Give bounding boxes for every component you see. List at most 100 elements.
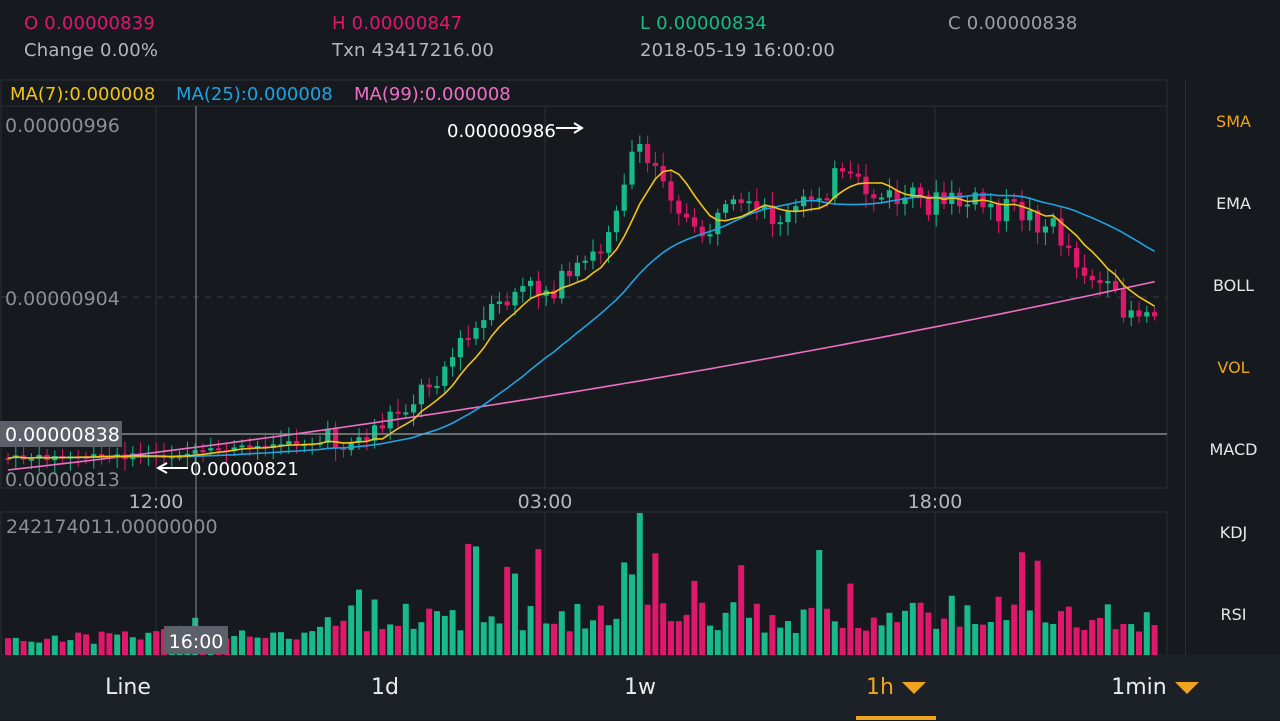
- volume-bar: [363, 631, 370, 655]
- candle-body: [1035, 210, 1041, 233]
- candle-body: [1003, 198, 1009, 222]
- volume-bar: [1081, 629, 1088, 655]
- volume-bar: [792, 632, 799, 655]
- candle-body: [325, 428, 331, 443]
- time-label-1200: 12:00: [129, 491, 184, 513]
- volume-bar: [473, 546, 479, 655]
- indicator-boll[interactable]: BOLL: [1212, 276, 1255, 295]
- volume-bar: [1112, 629, 1119, 655]
- volume-bar: [1003, 620, 1010, 655]
- volume-bar: [488, 616, 495, 655]
- candle-body: [707, 234, 713, 237]
- volume-bar: [480, 622, 487, 655]
- crosshair-time-tag: [164, 626, 228, 654]
- volume-bar: [410, 628, 417, 655]
- candle-body: [551, 290, 557, 299]
- indicator-ema[interactable]: EMA: [1216, 194, 1251, 213]
- volume-bar: [1011, 604, 1018, 655]
- candle-body: [1105, 281, 1111, 284]
- volume-bar: [660, 603, 667, 655]
- candle-body: [816, 198, 822, 201]
- volume-bar: [51, 635, 58, 655]
- candle-body: [520, 286, 526, 292]
- volume-bar: [278, 632, 284, 655]
- volume-bar: [504, 566, 511, 655]
- candle-body: [364, 437, 370, 441]
- candle-body: [582, 260, 588, 263]
- crosshair-time-label: 16:00: [169, 631, 224, 653]
- volume-bar: [1058, 611, 1064, 655]
- indicator-macd[interactable]: MACD: [1209, 440, 1258, 459]
- candle-body: [574, 262, 580, 277]
- candle-body: [762, 205, 768, 210]
- volume-bar: [691, 580, 698, 655]
- volume-bar: [894, 622, 901, 655]
- tab-1min[interactable]: 1min: [1100, 655, 1210, 720]
- volume-bar: [395, 625, 401, 655]
- candle-body: [262, 445, 268, 449]
- tab-1h[interactable]: 1h: [856, 655, 936, 720]
- volume-bar: [1050, 624, 1057, 655]
- candle-body: [426, 384, 432, 388]
- volume-bar: [590, 620, 596, 655]
- indicator-kdj[interactable]: KDJ: [1219, 523, 1248, 542]
- volume-bar: [332, 625, 339, 655]
- volume-bar: [613, 618, 620, 655]
- tab-1w[interactable]: 1w: [560, 655, 720, 720]
- ma25-legend: MA(25):0.000008: [176, 84, 333, 105]
- candle-body: [535, 280, 541, 296]
- tab-1w-label: 1w: [624, 675, 656, 700]
- candle-body: [871, 194, 877, 199]
- candle-body: [528, 280, 534, 287]
- ma99-legend: MA(99):0.000008: [354, 84, 511, 105]
- candle-body: [567, 270, 573, 277]
- candle-body: [348, 442, 354, 451]
- candlestick-chart[interactable]: MA(7):0.000008 MA(25):0.000008 MA(99):0.…: [0, 78, 1185, 655]
- volume-bar: [917, 602, 924, 655]
- candle-body: [333, 428, 339, 448]
- volume-bar: [886, 612, 893, 655]
- indicator-vol[interactable]: VOL: [1217, 358, 1250, 377]
- candle-body: [418, 384, 424, 405]
- volume-bar: [434, 611, 440, 655]
- volume-bar: [668, 621, 674, 655]
- candle-body: [1042, 226, 1048, 233]
- volume-bar: [785, 621, 791, 655]
- volume-bar: [301, 632, 308, 655]
- candle-body: [590, 251, 596, 261]
- volume-bar: [402, 603, 409, 655]
- volume-bar: [262, 638, 269, 655]
- high-value: H 0.00000847: [332, 13, 463, 34]
- candle-body: [1019, 202, 1025, 221]
- candle-body: [918, 187, 924, 196]
- volume-bar: [1019, 552, 1025, 655]
- candle-body: [652, 162, 658, 167]
- candle-body: [769, 205, 775, 225]
- volume-bar: [379, 629, 386, 655]
- volume-bar: [75, 632, 82, 655]
- volume-bar: [582, 628, 589, 655]
- candle-body: [847, 171, 853, 174]
- volume-bar: [746, 617, 752, 655]
- tab-line[interactable]: Line: [48, 655, 208, 720]
- volume-bar: [839, 627, 846, 655]
- candle-body: [879, 197, 885, 200]
- indicator-sma[interactable]: SMA: [1216, 112, 1251, 131]
- volume-bar: [808, 607, 815, 655]
- candle-body: [1136, 310, 1142, 317]
- volume-bar: [1128, 624, 1135, 655]
- candle-body: [340, 447, 346, 451]
- volume-bar: [652, 553, 659, 655]
- volume-bar: [847, 583, 854, 655]
- high-marker-label: 0.00000986: [447, 121, 556, 142]
- candle-body: [676, 200, 682, 214]
- volume-bar: [574, 603, 581, 655]
- candle-body: [629, 151, 635, 185]
- candle-body: [403, 412, 409, 415]
- volume-bar: [761, 632, 768, 655]
- tab-1d[interactable]: 1d: [305, 655, 465, 720]
- candle-body: [910, 187, 916, 198]
- candle-body: [1152, 312, 1158, 317]
- indicator-rsi[interactable]: RSI: [1220, 605, 1247, 624]
- volume-bar: [293, 639, 300, 655]
